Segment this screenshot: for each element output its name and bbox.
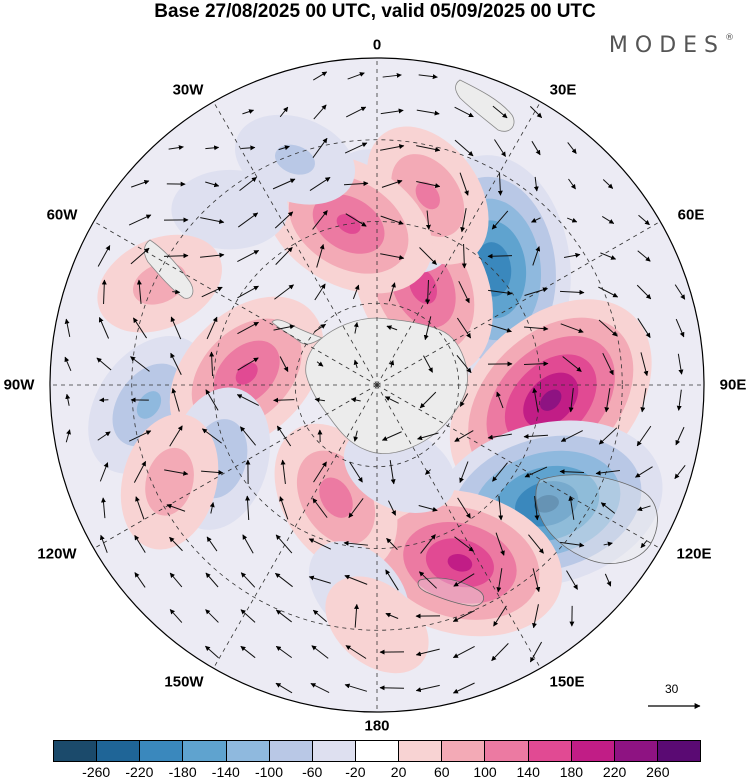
colorbar-tick-label: -180: [169, 764, 197, 780]
colorbar-segment: [442, 741, 485, 761]
colorbar-segment: [572, 741, 615, 761]
colorbar-segment: [183, 741, 226, 761]
polar-stereographic-map: [0, 0, 750, 735]
wind-vector: [274, 400, 295, 401]
colorbar-segment: [97, 741, 140, 761]
colorbar-segment: [399, 741, 442, 761]
wind-vector: [380, 688, 404, 689]
colorbar-tick-label: 180: [560, 764, 583, 780]
colorbar-tick-label: -220: [125, 764, 153, 780]
lon-label-150e: 150E: [549, 674, 584, 691]
colorbar-tick-label: 140: [517, 764, 540, 780]
colorbar-tick-label: -260: [82, 764, 110, 780]
wind-vector: [172, 292, 180, 293]
colorbar-segment: [529, 741, 572, 761]
colorbar-segment: [140, 741, 183, 761]
lon-label-120w: 120W: [37, 546, 76, 563]
colorbar-ticks: -260 -220 -180 -140 -100 -60 -20 20 60 100 140 180 2…: [0, 764, 750, 784]
colorbar-segment: [485, 741, 528, 761]
colorbar-segment: [658, 741, 700, 761]
lon-label-60e: 60E: [678, 207, 705, 224]
lon-label-0: 0: [373, 37, 381, 54]
colorbar-tick-label: -100: [255, 764, 283, 780]
lon-label-30e: 30E: [550, 82, 577, 99]
lon-label-120e: 120E: [676, 546, 711, 563]
colorbar-tick-label: 260: [646, 764, 669, 780]
lon-label-30w: 30W: [173, 82, 204, 99]
colorbar-tick-label: -20: [345, 764, 365, 780]
colorbar-tick-label: 100: [473, 764, 496, 780]
colorbar-segment: [313, 741, 356, 761]
colorbar-tick-label: -60: [302, 764, 322, 780]
lon-label-60w: 60W: [47, 207, 78, 224]
reference-vector-label: 30: [665, 682, 678, 696]
wind-vector: [100, 400, 109, 401]
colorbar-segment: [615, 741, 658, 761]
colorbar: [53, 740, 701, 762]
lon-label-150w: 150W: [164, 674, 203, 691]
colorbar-tick-label: -140: [212, 764, 240, 780]
lon-label-90e: 90E: [720, 377, 747, 394]
colorbar-segment: [54, 741, 97, 761]
colorbar-segment: [227, 741, 270, 761]
colorbar-segment: [356, 741, 399, 761]
lon-label-180: 180: [364, 718, 389, 735]
colorbar-tick-label: 20: [391, 764, 407, 780]
colorbar-segment: [270, 741, 313, 761]
colorbar-tick-label: 220: [603, 764, 626, 780]
colorbar-tick-label: 60: [434, 764, 450, 780]
lon-label-90w: 90W: [4, 377, 35, 394]
